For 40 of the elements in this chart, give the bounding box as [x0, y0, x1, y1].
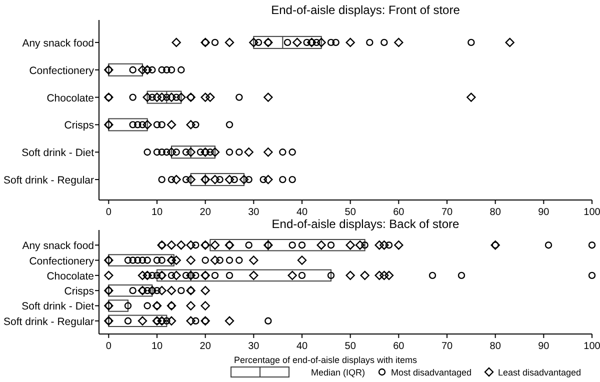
x-tick-label: 50	[344, 341, 356, 352]
y-tick-label: Soft drink - Regular	[4, 316, 94, 328]
y-tick-label: Chocolate	[46, 270, 94, 282]
x-tick-label: 50	[344, 207, 356, 218]
x-tick-label: 80	[490, 207, 502, 218]
y-tick-label: Confectionery	[29, 64, 95, 77]
x-axis-title: Percentage of end-of-aisle displays with items	[234, 355, 418, 365]
x-tick-label: 90	[538, 207, 550, 218]
x-tick-label: 40	[296, 341, 308, 352]
x-tick-label: 20	[200, 341, 212, 352]
y-tick-label: Chocolate	[46, 92, 94, 104]
y-tick-label: Soft drink - Diet	[22, 300, 94, 313]
y-tick-label: Crisps	[64, 120, 94, 132]
x-tick-label: 0	[106, 207, 112, 218]
text: Median (IQR)	[311, 368, 366, 378]
x-tick-label: 30	[248, 341, 260, 352]
x-tick-label: 10	[151, 341, 163, 352]
y-tick-label: Confectionery	[29, 255, 95, 268]
x-tick-label: 90	[538, 341, 550, 352]
x-tick-label: 30	[248, 207, 260, 218]
x-tick-label: 100	[584, 341, 600, 352]
x-tick-label: 80	[490, 341, 502, 352]
x-tick-label: 0	[106, 341, 112, 352]
x-tick-label: 10	[151, 207, 163, 218]
x-tick-label: 20	[200, 207, 212, 218]
chart-title: End-of-aisle displays: Front of store	[271, 3, 460, 17]
y-tick-label: Any snack food	[22, 240, 94, 252]
legend-label: Least disadvantaged	[498, 368, 582, 378]
y-tick-label: Any snack food	[22, 37, 94, 50]
x-tick-label: 40	[296, 207, 308, 218]
x-tick-label: 70	[441, 207, 453, 218]
chart-title: End-of-aisle displays: Back of store	[272, 217, 460, 231]
x-tick-label: 100	[584, 207, 600, 218]
x-tick-label: 70	[441, 341, 453, 352]
y-tick-label: Soft drink - Regular	[4, 174, 94, 187]
x-tick-label: 60	[393, 207, 405, 218]
y-tick-label: Soft drink - Diet	[22, 147, 94, 160]
legend-label: Most disadvantaged	[391, 368, 472, 378]
x-tick-label: 60	[393, 341, 405, 352]
y-tick-label: Crisps	[64, 286, 94, 298]
